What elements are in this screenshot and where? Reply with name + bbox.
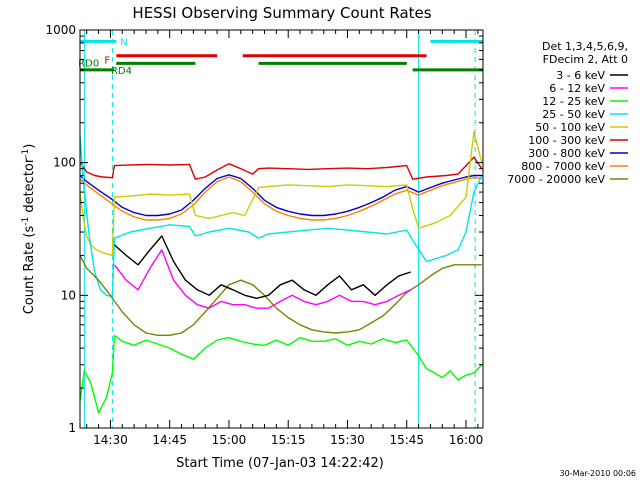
x-tick-label: 15:45 [389,433,424,447]
legend-label: 6 - 12 keV [549,82,605,95]
plot-area: NF RD0 RD4 [78,30,483,428]
plot-frame [79,29,484,429]
flag-label-f: F [104,56,110,67]
flag-label-rd0: RD0 [78,58,99,69]
legend-header-line-2: FDecim 2, Att 0 [543,53,628,66]
legend-label: 100 - 300 keV [528,134,605,147]
x-tick-label: 14:45 [152,433,187,447]
series-line-7000-20000-kev [80,255,482,336]
x-tick-label: 15:00 [212,433,247,447]
x-tick-label: 15:15 [271,433,306,447]
y-tick-label: 1 [68,421,76,435]
footer-date: 30-Mar-2010 00:06 [560,469,637,478]
legend-label: 800 - 7000 keV [521,160,605,173]
legend-label: 50 - 100 keV [535,121,605,134]
x-tick-label: 16:00 [449,433,484,447]
y-axis-label-mid: detector [22,157,37,217]
plot-clip-group [80,30,483,428]
legend-label: 3 - 6 keV [556,69,605,82]
legend-label: 12 - 25 keV [542,95,605,108]
x-axis-label: Start Time (07-Jan-03 14:22:42) [176,456,384,471]
series-line-50-100-kev [80,131,483,257]
flag-label-n: N [120,37,127,48]
x-axis: 14:30 14:45 15:00 15:15 15:30 15:45 16:00 [86,30,484,447]
y-axis-label-end: ) [22,144,37,149]
x-tick-label: 15:30 [330,433,365,447]
series-line-3-6-kev [113,235,411,299]
y-tick-label: 1000 [45,23,76,37]
series-line-6-12-kev [113,249,411,309]
y-axis-label: Count Rate (s-1 detector-1) [21,144,37,315]
y-axis-label-main: Count Rate (s [22,226,37,315]
legend-header-line-1: Det 1,3,4,5,6,9, [542,40,628,53]
chart-title: HESSI Observing Summary Count Rates [132,4,431,22]
x-tick-label: 14:30 [93,433,128,447]
y-axis: 1 10 100 1000 [45,23,483,435]
series-line-12-25-kev [80,334,483,414]
y-axis-label-sup2: -1 [21,149,31,158]
legend: Det 1,3,4,5,6,9, FDecim 2, Att 0 3 - 6 k… [507,40,628,186]
y-tick-label: 100 [53,156,76,170]
series-line-100-300-kev [80,156,483,180]
legend-label: 25 - 50 keV [542,108,605,121]
series-line-300-800-kev [80,174,482,217]
legend-label: 7000 - 20000 keV [507,173,605,186]
series-line-800-7000-kev [80,176,482,221]
y-tick-label: 10 [61,288,76,302]
series-line-25-50-kev [80,135,483,298]
y-axis-label-sup1: -1 [21,217,31,226]
legend-label: 300 - 800 keV [528,147,605,160]
flag-label-rd4: RD4 [111,66,132,77]
